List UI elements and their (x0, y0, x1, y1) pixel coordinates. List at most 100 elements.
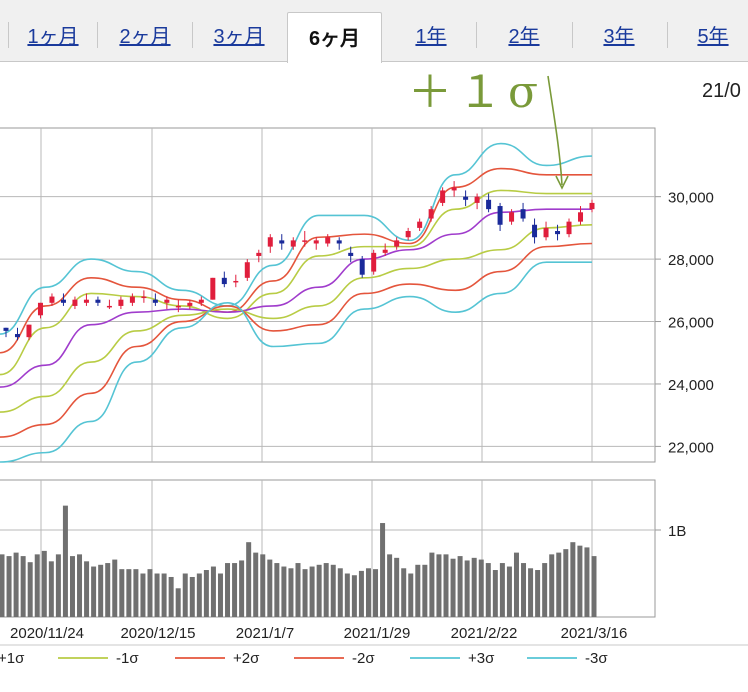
volume-bar (394, 557, 400, 617)
volume-bar (175, 588, 181, 617)
candle-body (49, 296, 55, 303)
volume-bar (48, 561, 54, 617)
volume-bar (323, 563, 329, 617)
tab-1-month[interactable]: 1ヶ月 (27, 26, 79, 48)
annotation-arrow (547, 75, 569, 190)
volume-bar (295, 563, 301, 617)
volume-bar (330, 564, 336, 617)
volume-bar (168, 576, 174, 617)
tab-separator (192, 22, 193, 48)
tab-5-years[interactable]: 5年 (697, 26, 729, 48)
volume-bar (499, 563, 505, 617)
y-tick-label: 24,000 (668, 377, 714, 394)
volume-bar (302, 569, 308, 617)
band-line (0, 223, 593, 413)
volume-bar (105, 563, 111, 617)
volume-bar (443, 554, 449, 617)
candle-body (302, 240, 308, 242)
volume-bar (535, 570, 541, 617)
candle-body (555, 231, 561, 235)
candle-body (532, 224, 538, 238)
candle-body (14, 334, 20, 338)
candle-body (175, 305, 181, 308)
tab-separator (8, 22, 9, 48)
volume-bar (351, 575, 357, 617)
legend-label: +2σ (233, 650, 260, 667)
volume-bar (20, 556, 26, 617)
volume-bar (492, 570, 498, 617)
candle-body (417, 221, 423, 228)
volume-bar (450, 558, 456, 617)
candle-body (210, 277, 216, 300)
volume-bar (337, 568, 343, 617)
candle-body (129, 296, 135, 303)
candlesticks (3, 181, 595, 341)
y-tick-label: 26,000 (668, 315, 714, 332)
tab-6-months[interactable]: 6ヶ月 (287, 12, 382, 63)
volume-bar (112, 559, 118, 617)
volume-bar (556, 552, 562, 617)
candle-body (589, 202, 595, 210)
candle-body (3, 327, 9, 331)
tab-1-year[interactable]: 1年 (415, 26, 447, 48)
volume-bar (464, 560, 470, 617)
x-tick-label: 2021/1/29 (344, 625, 411, 642)
volume-bar (380, 523, 386, 617)
volume-bar (485, 563, 491, 617)
legend-label: -2σ (352, 650, 375, 667)
volume-bar (147, 569, 153, 617)
legend-label: +3σ (468, 650, 495, 667)
candle-body (83, 299, 89, 303)
candle-body (313, 240, 319, 244)
volume-bar (133, 569, 139, 617)
volume-panel: 1B (0, 479, 686, 618)
volume-bar (401, 568, 407, 617)
x-tick-label: 2021/2/22 (451, 625, 518, 642)
volume-bar (62, 505, 68, 617)
volume-bar (260, 554, 266, 617)
volume-bar (217, 573, 223, 617)
volume-bar (0, 554, 5, 617)
volume-bar (232, 563, 238, 617)
y-tick-label: 22,000 (668, 439, 714, 456)
volume-bar (309, 566, 315, 617)
volume-bar (577, 545, 583, 617)
candle-body (405, 231, 411, 238)
volume-bar (408, 573, 414, 617)
volume-bar (13, 552, 19, 617)
volume-bar (387, 554, 393, 617)
bollinger-bands (0, 142, 593, 463)
volume-bar (274, 563, 280, 617)
volume-bar (140, 573, 146, 617)
volume-bar (91, 566, 97, 617)
volume-bar (584, 547, 590, 617)
candle-body (290, 240, 296, 247)
candle-body (279, 240, 285, 244)
tab-3-years[interactable]: 3年 (603, 26, 635, 48)
volume-bar (27, 562, 33, 617)
volume-bar (84, 561, 90, 617)
band-line (0, 167, 592, 354)
volume-bar (549, 554, 555, 617)
candle-body (382, 249, 388, 253)
tab-2-months[interactable]: 2ヶ月 (119, 26, 171, 48)
volume-bar (246, 542, 252, 617)
candle-body (543, 227, 549, 238)
volume-bar (422, 564, 428, 617)
candle-body (187, 302, 193, 306)
tab-separator (667, 22, 668, 48)
candle-body (486, 199, 492, 210)
band-line (0, 142, 593, 335)
candle-body (566, 221, 572, 235)
band-line (0, 261, 592, 463)
candle-body (141, 296, 147, 299)
tab-2-years[interactable]: 2年 (508, 26, 540, 48)
tab-separator (97, 22, 98, 48)
volume-bar (196, 573, 202, 617)
volume-bar (513, 552, 519, 617)
tab-3-months[interactable]: 3ヶ月 (213, 26, 265, 48)
volume-bar (436, 554, 442, 617)
volume-bar (154, 573, 160, 617)
candle-body (233, 280, 239, 283)
